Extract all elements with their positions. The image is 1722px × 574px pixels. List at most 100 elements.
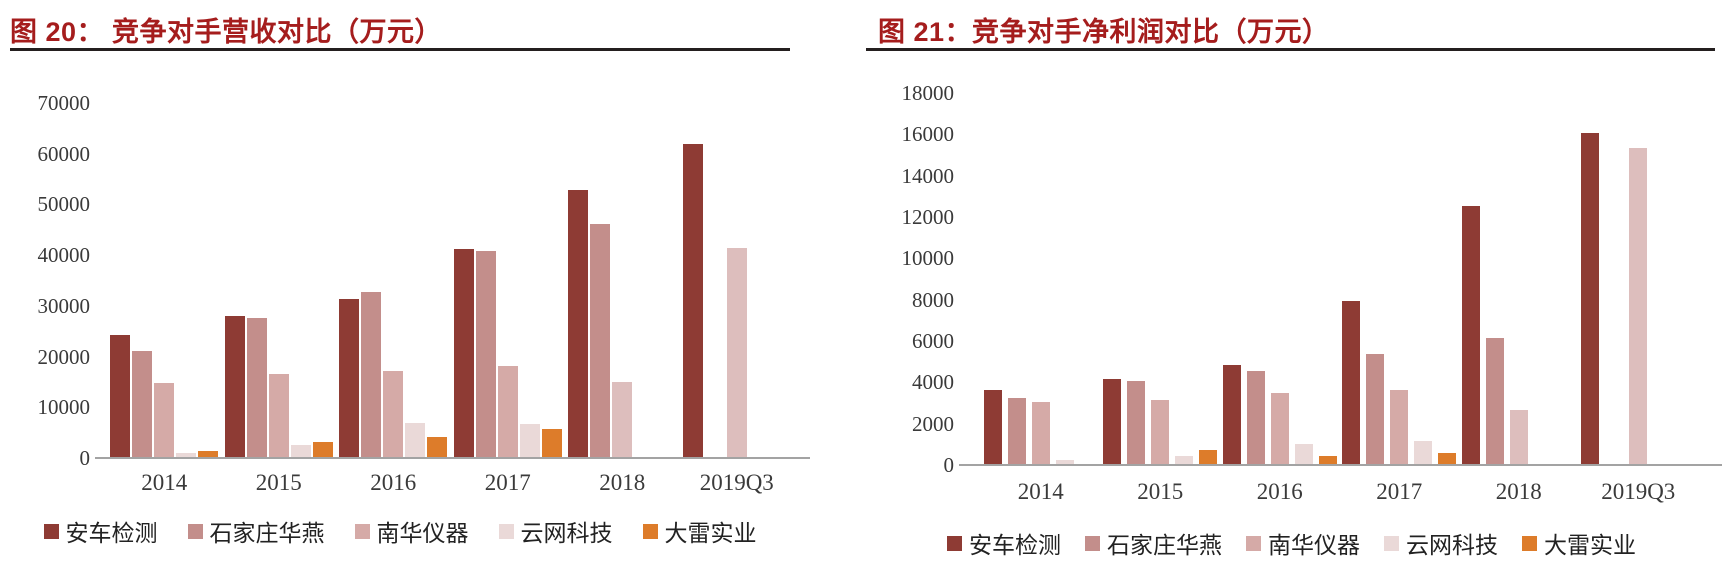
bar-云网科技-2014 xyxy=(1055,459,1074,464)
figure-20-panel: 图 20： 竞争对手营收对比（万元） 0 10000 20000 30000 40000… xyxy=(10,8,810,568)
legend-swatch-icon xyxy=(642,523,658,539)
y-axis-tick-label: 50000 xyxy=(37,192,91,217)
legend-swatch-icon xyxy=(1085,535,1100,551)
x-axis-category-label: 2016 xyxy=(370,470,417,495)
legend-label: 大雷实业 xyxy=(1544,532,1636,558)
legend-item-云网科技: 云网科技 xyxy=(1384,526,1498,560)
legend-label: 南华仪器 xyxy=(1268,532,1360,558)
legend-swatch-icon xyxy=(947,535,962,551)
legend-label: 云网科技 xyxy=(520,520,613,546)
bar-石家庄华燕-2014 xyxy=(132,350,153,457)
bar-安车检测-2015 xyxy=(224,316,245,457)
legend-item-安车检测: 安车检测 xyxy=(947,526,1061,560)
x-axis-category-label: 2018 xyxy=(1495,479,1542,504)
y-axis-tick-label: 20000 xyxy=(37,344,91,369)
bar-南华仪器-2017 xyxy=(1390,389,1409,464)
figure-21-panel: 图 21：竞争对手净利润对比（万元） 0 2000 4000 6000 8000 1000… xyxy=(866,8,1722,568)
y-axis-tick-label: 6000 xyxy=(912,329,954,353)
bar-云网科技-2017 xyxy=(519,424,540,457)
legend-label: 大雷实业 xyxy=(664,520,757,546)
legend-swatch-icon xyxy=(1522,535,1537,551)
bar-大雷实业-2015 xyxy=(312,442,333,457)
bar-大雷实业-2017 xyxy=(541,429,562,457)
bar-安车检测-2018 xyxy=(568,189,589,457)
bar-安车检测-2017 xyxy=(1342,300,1361,464)
bar-安车检测-2014 xyxy=(110,335,131,457)
y-axis-tick-label: 2000 xyxy=(912,411,954,436)
bar-安车检测-2019Q3 xyxy=(1581,133,1600,464)
bar-云网科技-2014 xyxy=(176,452,197,457)
legend-item-云网科技: 云网科技 xyxy=(498,514,613,548)
x-axis-category-label: 2017 xyxy=(484,470,531,495)
legend-item-安车检测: 安车检测 xyxy=(43,514,158,548)
y-axis-tick-label: 60000 xyxy=(37,141,91,166)
legend-label: 南华仪器 xyxy=(376,520,469,546)
bar-南华仪器-2016 xyxy=(1270,392,1289,464)
plot-area xyxy=(981,93,1698,464)
bar-云网科技-2016 xyxy=(405,422,426,457)
legend-swatch-icon xyxy=(187,523,203,539)
bar-大雷实业-2016 xyxy=(427,437,448,457)
bar-南华仪器-2017 xyxy=(497,365,518,457)
x-axis-category-label: 2019Q3 xyxy=(699,470,774,495)
legend-swatch-icon xyxy=(498,523,514,539)
y-axis-tick-label: 0 xyxy=(943,453,955,477)
y-axis-tick-label: 70000 xyxy=(37,91,91,115)
y-axis-tick-label: 16000 xyxy=(901,122,955,147)
x-axis-category-label: 2014 xyxy=(141,470,188,495)
bar-大雷实业-2015 xyxy=(1199,449,1218,464)
legend-item-南华仪器: 南华仪器 xyxy=(354,514,469,548)
bar-安车检测-2016 xyxy=(1222,364,1241,464)
y-axis-tick-label: 10000 xyxy=(901,246,955,271)
legend-item-石家庄华燕: 石家庄华燕 xyxy=(1085,526,1222,560)
legend-label: 石家庄华燕 xyxy=(1107,532,1222,558)
bar-南华仪器-2015 xyxy=(268,374,289,457)
x-axis-category-label: 2018 xyxy=(599,470,646,495)
bar-大雷实业-2014 xyxy=(198,451,219,457)
bar-南华仪器-2014 xyxy=(154,383,175,457)
legend-label: 云网科技 xyxy=(1406,532,1498,558)
bar-安车检测-2019Q3 xyxy=(682,144,703,457)
bar-石家庄华燕-2016 xyxy=(1246,371,1265,464)
bar-安车检测-2018 xyxy=(1461,205,1480,464)
figure-21-title-rule xyxy=(866,48,1715,51)
y-axis-tick-label: 30000 xyxy=(37,293,91,318)
legend-item-大雷实业: 大雷实业 xyxy=(1522,526,1636,560)
x-axis-category-label: 2017 xyxy=(1376,479,1423,504)
y-axis-tick-label: 4000 xyxy=(912,370,954,395)
x-axis-category-label: 2014 xyxy=(1017,479,1064,504)
plot-area xyxy=(107,103,794,457)
bar-石家庄华燕-2018 xyxy=(1485,337,1504,464)
figure-21-title: 图 21：竞争对手净利润对比（万元） xyxy=(878,17,1330,47)
legend-swatch-icon xyxy=(1384,535,1399,551)
legend-item-南华仪器: 南华仪器 xyxy=(1246,526,1360,560)
legend-item-大雷实业: 大雷实业 xyxy=(642,514,757,548)
bar-南华仪器-2016 xyxy=(383,370,404,457)
bar-云网科技-2015 xyxy=(290,444,311,457)
bar-云网科技-2017 xyxy=(1414,441,1433,464)
bar-安车检测-2015 xyxy=(1103,379,1122,464)
bar-南华仪器-2019Q3 xyxy=(726,248,747,457)
bar-安车检测-2016 xyxy=(339,298,360,457)
bar-石家庄华燕-2015 xyxy=(246,317,267,457)
bar-云网科技-2015 xyxy=(1175,455,1194,464)
legend-swatch-icon xyxy=(354,523,370,539)
legend-item-石家庄华燕: 石家庄华燕 xyxy=(187,514,325,548)
bar-大雷实业-2017 xyxy=(1438,452,1457,464)
x-axis-category-label: 2015 xyxy=(1137,479,1184,504)
bar-南华仪器-2015 xyxy=(1151,399,1170,464)
bar-石家庄华燕-2017 xyxy=(1366,354,1385,464)
legend-label: 安车检测 xyxy=(65,520,158,546)
figure-20-title: 图 20： 竞争对手营收对比（万元） xyxy=(10,17,443,47)
bar-石家庄华燕-2014 xyxy=(1007,397,1026,464)
y-axis-tick-label: 12000 xyxy=(901,205,955,229)
bar-石家庄华燕-2017 xyxy=(475,251,496,457)
chart-legend: 安车检测 石家庄华燕 南华仪器 云网科技 大雷实业 xyxy=(10,514,790,548)
legend-swatch-icon xyxy=(1246,535,1261,551)
y-axis-tick-label: 0 xyxy=(79,446,91,470)
bar-南华仪器-2018 xyxy=(612,382,633,457)
bar-石家庄华燕-2015 xyxy=(1127,381,1146,464)
bar-石家庄华燕-2016 xyxy=(361,291,382,457)
x-axis-category-label: 2019Q3 xyxy=(1601,479,1676,504)
